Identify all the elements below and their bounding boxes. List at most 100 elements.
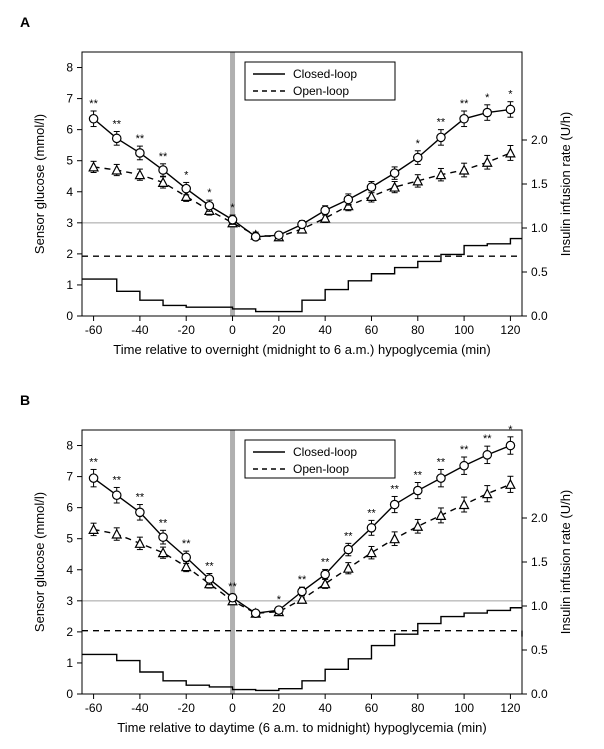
closed_glucose-line xyxy=(94,109,511,236)
legend-label: Open-loop xyxy=(293,462,349,476)
x-tick-label: 0 xyxy=(229,701,236,715)
x-tick-label: -60 xyxy=(85,323,103,337)
significance-marker: ** xyxy=(112,119,121,131)
open_glucose-marker xyxy=(413,522,422,530)
closed_glucose-marker xyxy=(89,474,97,482)
closed_glucose-marker xyxy=(321,570,329,578)
closed_glucose-marker xyxy=(437,474,445,482)
x-tick-label: 40 xyxy=(318,701,332,715)
x-axis-label: Time relative to daytime (6 a.m. to midn… xyxy=(117,720,486,735)
closed_glucose-marker xyxy=(182,184,190,192)
y-right-tick-label: 1.5 xyxy=(531,555,548,569)
y-left-tick-label: 8 xyxy=(66,439,73,453)
open_glucose-marker xyxy=(89,525,98,533)
x-axis-label: Time relative to overnight (midnight to … xyxy=(113,342,490,357)
y-left-tick-label: 0 xyxy=(66,309,73,323)
legend-label: Closed-loop xyxy=(293,445,357,459)
closed_glucose-marker xyxy=(136,508,144,516)
closed_glucose-marker xyxy=(136,149,144,157)
y-left-tick-label: 4 xyxy=(66,185,73,199)
closed_glucose-marker xyxy=(205,575,213,583)
open_glucose-marker xyxy=(159,178,168,186)
closed_glucose-marker xyxy=(390,169,398,177)
significance-marker: * xyxy=(230,202,235,214)
x-tick-label: 80 xyxy=(411,701,425,715)
y-right-tick-label: 0.0 xyxy=(531,309,548,323)
significance-marker: ** xyxy=(414,469,423,481)
figure-svg: -60-40-200204060801001200123456780.00.51… xyxy=(0,0,604,744)
y-right-tick-label: 0.5 xyxy=(531,265,548,279)
significance-marker: ** xyxy=(460,98,469,110)
significance-marker: ** xyxy=(437,456,446,468)
closed_glucose-marker xyxy=(344,545,352,553)
legend-label: Closed-loop xyxy=(293,67,357,81)
closed_glucose-marker xyxy=(390,500,398,508)
significance-marker: ** xyxy=(437,117,446,129)
y-right-tick-label: 2.0 xyxy=(531,133,548,147)
y-right-tick-label: 1.0 xyxy=(531,221,548,235)
y-right-tick-label: 1.5 xyxy=(531,177,548,191)
open_glucose-marker xyxy=(159,548,168,556)
open_glucose-marker xyxy=(135,170,144,178)
x-tick-label: -20 xyxy=(178,701,196,715)
y-left-tick-label: 2 xyxy=(66,247,73,261)
closed_glucose-marker xyxy=(113,491,121,499)
significance-marker: ** xyxy=(89,456,98,468)
x-tick-label: -40 xyxy=(131,701,149,715)
y-right-axis-label: Insulin infusion rate (U/h) xyxy=(558,112,573,257)
significance-marker: ** xyxy=(344,530,353,542)
y-left-tick-label: 2 xyxy=(66,625,73,639)
significance-marker: ** xyxy=(205,560,214,572)
closed_glucose-marker xyxy=(89,115,97,123)
closed_insulin_step-line xyxy=(82,608,522,691)
open_glucose-marker xyxy=(367,548,376,556)
open_glucose-marker xyxy=(506,149,515,157)
x-tick-label: 100 xyxy=(454,323,474,337)
significance-marker: ** xyxy=(298,574,307,586)
y-left-tick-label: 8 xyxy=(66,61,73,75)
closed_glucose-marker xyxy=(367,183,375,191)
closed_glucose-marker xyxy=(344,195,352,203)
closed_glucose-marker xyxy=(275,231,283,239)
y-left-tick-label: 1 xyxy=(66,656,73,670)
y-left-axis-label: Sensor glucose (mmol/l) xyxy=(32,492,47,632)
open_glucose-marker xyxy=(390,534,399,542)
x-tick-label: 80 xyxy=(411,323,425,337)
significance-marker: ** xyxy=(159,517,168,529)
closed_glucose-marker xyxy=(159,533,167,541)
open_glucose-marker xyxy=(112,166,121,174)
closed_glucose-marker xyxy=(506,105,514,113)
y-right-axis-label: Insulin infusion rate (U/h) xyxy=(558,490,573,635)
x-tick-label: 120 xyxy=(500,701,520,715)
y-left-tick-label: 7 xyxy=(66,92,73,106)
closed_glucose-marker xyxy=(367,524,375,532)
y-left-tick-label: 1 xyxy=(66,278,73,292)
x-tick-label: 40 xyxy=(318,323,332,337)
closed_glucose-marker xyxy=(298,220,306,228)
x-tick-label: -60 xyxy=(85,701,103,715)
significance-marker: * xyxy=(485,92,490,104)
x-tick-label: 0 xyxy=(229,323,236,337)
significance-marker: * xyxy=(184,169,189,181)
significance-marker: ** xyxy=(460,444,469,456)
closed_glucose-marker xyxy=(228,216,236,224)
open_glucose-marker xyxy=(460,500,469,508)
y-left-tick-label: 6 xyxy=(66,501,73,515)
x-tick-label: 120 xyxy=(500,323,520,337)
open_glucose-marker xyxy=(483,158,492,166)
closed_glucose-marker xyxy=(460,462,468,470)
x-tick-label: 60 xyxy=(365,701,379,715)
significance-marker: ** xyxy=(483,433,492,445)
closed_glucose-marker xyxy=(321,206,329,214)
y-right-tick-label: 2.0 xyxy=(531,511,548,525)
significance-marker: * xyxy=(207,187,212,199)
closed_insulin_step-line xyxy=(82,239,522,312)
significance-marker: ** xyxy=(321,556,330,568)
open_glucose-marker xyxy=(321,579,330,587)
significance-marker: ** xyxy=(136,133,145,145)
open_glucose-marker xyxy=(437,511,446,519)
significance-marker: * xyxy=(277,594,282,606)
closed_glucose-marker xyxy=(205,202,213,210)
x-tick-label: -40 xyxy=(131,323,149,337)
significance-marker: * xyxy=(416,138,421,150)
